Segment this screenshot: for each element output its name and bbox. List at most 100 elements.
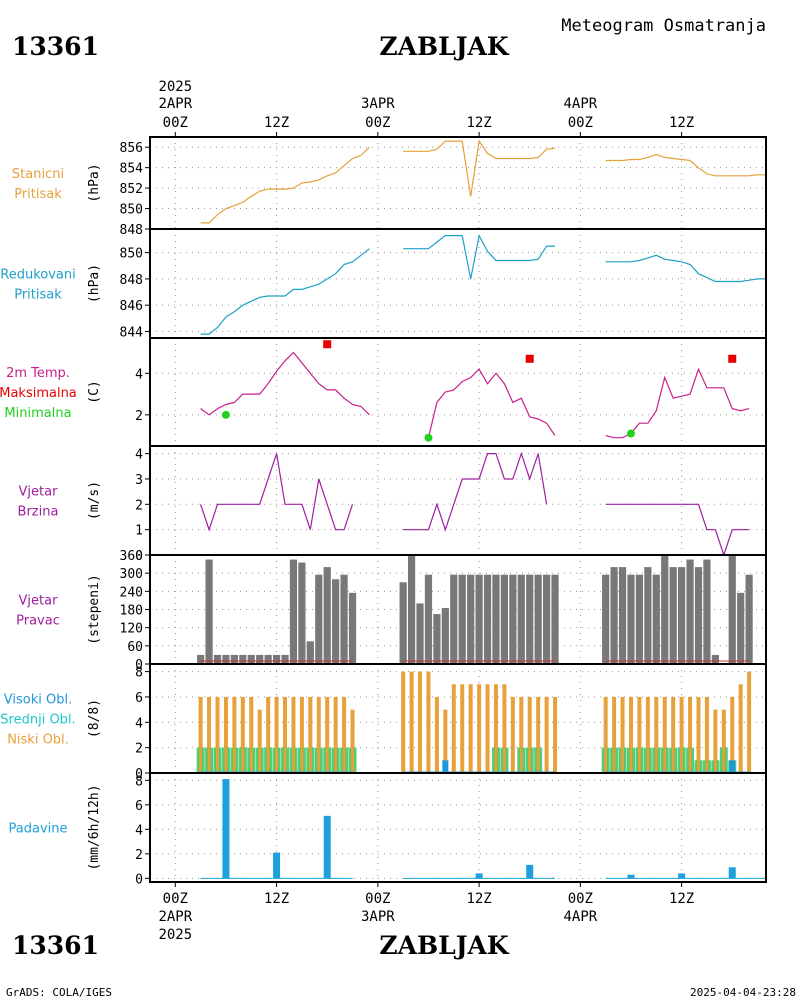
low-cloud-bar-overlay <box>688 747 692 773</box>
panel-label-line: Minimalna <box>4 406 71 421</box>
low-cloud-bar <box>485 684 490 773</box>
panel-label-line: 2m Temp. <box>6 366 70 381</box>
y-tick-label: 850 <box>120 247 143 262</box>
precip-bar <box>475 873 483 879</box>
y-tick-label: 1 <box>135 524 143 539</box>
direction-bar <box>433 614 441 664</box>
low-cloud-bar <box>232 696 237 773</box>
low-cloud-bar-overlay <box>722 747 726 773</box>
low-cloud-bar <box>637 696 642 773</box>
direction-bar <box>492 574 500 664</box>
direction-bar <box>340 574 348 664</box>
direction-bar <box>475 574 483 664</box>
low-cloud-bar-overlay <box>275 747 279 773</box>
y-tick-label: 8 <box>135 666 143 681</box>
low-cloud-bar-overlay <box>494 747 498 773</box>
direction-bar <box>509 574 517 664</box>
direction-bar <box>500 574 509 664</box>
y-tick-label: 4 <box>135 448 143 463</box>
direction-bar <box>315 574 323 664</box>
low-cloud-bar <box>544 696 549 773</box>
series-line <box>403 233 555 280</box>
top-hour-label: 12Z <box>669 115 694 131</box>
bottom-year-label: 2025 <box>158 927 192 943</box>
y-tick-label: 0 <box>135 767 143 782</box>
low-cloud-bar-overlay <box>266 747 270 773</box>
low-cloud-bar-overlay <box>283 747 287 773</box>
y-tick-label: 0 <box>135 549 143 564</box>
low-cloud-bar <box>198 696 203 773</box>
low-cloud-bar-overlay <box>621 747 625 773</box>
low-cloud-bar <box>299 696 304 773</box>
y-tick-label: 240 <box>120 585 143 600</box>
low-cloud-bar <box>426 671 431 773</box>
bottom-hour-label: 00Z <box>568 891 593 907</box>
footer-station-id: 13361 <box>12 931 99 960</box>
low-cloud-bar-overlay <box>199 747 203 773</box>
low-cloud-bar-overlay <box>224 747 228 773</box>
direction-bar <box>517 574 525 664</box>
bottom-hour-label: 12Z <box>669 891 694 907</box>
low-cloud-bar <box>747 671 752 773</box>
direction-bar <box>306 641 314 664</box>
panel-label: Padavine <box>9 822 68 837</box>
panel-label-line: Redukovani <box>0 268 75 283</box>
low-cloud-bar <box>409 671 414 773</box>
unit-label: (mm/6h/12h) <box>87 784 102 870</box>
direction-bar <box>289 559 298 664</box>
plot-area <box>200 779 766 879</box>
header: 13361 ZABLJAK Meteogram Osmatranja <box>12 16 766 61</box>
panel-label: Stanicni Pritisak <box>12 167 64 202</box>
top-date-label: 2APR <box>158 96 192 112</box>
y-ticks: 848 850 852 854 856 <box>120 141 150 238</box>
panels: 848850852854856(hPa)StanicniPritisak8448… <box>0 136 767 887</box>
panel-wind_speed: 0 1 2 3 4 (m/s) Vjetar Brzina <box>18 445 767 564</box>
direction-bar <box>450 574 458 664</box>
panel-label-line: Brzina <box>18 505 59 520</box>
low-cloud-bar <box>713 709 718 773</box>
low-cloud-bar-overlay <box>317 747 321 773</box>
low-cloud-bar-overlay <box>502 747 506 773</box>
series-line <box>605 254 766 283</box>
unit-label: (m/s) <box>87 481 102 520</box>
top-hour-label: 12Z <box>264 115 289 131</box>
high-cloud-bar <box>442 760 449 773</box>
low-cloud-bar-overlay <box>604 747 608 773</box>
panel-frame <box>149 772 767 883</box>
low-cloud-bar-overlay <box>528 747 532 773</box>
direction-bar <box>669 567 677 664</box>
y-tick-label: 6 <box>135 799 143 814</box>
direction-bar <box>711 654 719 664</box>
top-date-label: 4APR <box>563 96 597 112</box>
low-cloud-bar-overlay <box>713 760 717 773</box>
low-cloud-bar-overlay <box>241 747 245 773</box>
low-cloud-bar <box>249 696 254 773</box>
panel-label: Vjetar Brzina <box>18 485 59 520</box>
y-ticks: 24 <box>135 367 150 424</box>
direction-bar <box>686 559 694 664</box>
direction-bar <box>467 574 475 664</box>
direction-bar <box>737 592 745 664</box>
top-year-label: 2025 <box>158 79 192 95</box>
series-line <box>427 368 556 438</box>
low-cloud-bar <box>266 696 271 773</box>
y-ticks: 844 846 848 850 <box>120 247 150 340</box>
low-cloud-bar <box>688 696 693 773</box>
series-line <box>200 453 354 532</box>
time-axis: 202520252APR00Z00Z2APR12Z12Z3APR00Z00Z3A… <box>158 79 694 943</box>
direction-bar <box>458 574 466 664</box>
direction-bar <box>728 555 736 664</box>
low-cloud-bar <box>257 709 262 773</box>
direction-bar <box>197 654 205 664</box>
bottom-hour-label: 00Z <box>365 891 390 907</box>
bottom-hour-label: 12Z <box>466 891 491 907</box>
panel-frame <box>149 136 767 230</box>
series-line <box>403 139 556 197</box>
low-cloud-bar <box>308 696 313 773</box>
low-cloud-bar <box>510 696 515 773</box>
direction-bar <box>543 574 551 664</box>
y-tick-label: 4 <box>135 367 143 382</box>
panel-station_pressure: 848 850 852 854 856 (hPa) Stanicni Pritisak <box>12 136 767 238</box>
precip-bar <box>728 867 736 879</box>
precip-bar <box>273 852 281 879</box>
